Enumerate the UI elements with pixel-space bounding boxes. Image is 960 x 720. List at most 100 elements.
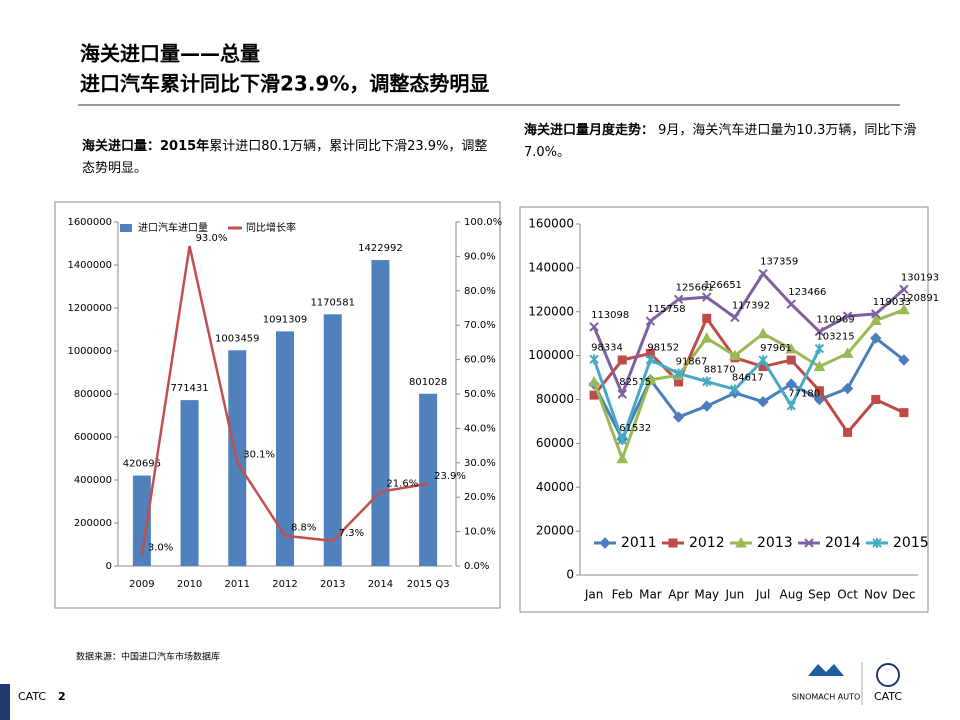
point (701, 400, 713, 412)
legend-label: 同比增长率 (246, 221, 296, 234)
data-label: 1003459 (215, 333, 260, 344)
legend-label: 2011 (621, 535, 657, 551)
y2-tick-label: 20.0% (464, 492, 496, 503)
legend-label: 进口汽车进口量 (138, 221, 208, 234)
y-tick-label: 80000 (536, 392, 574, 406)
data-label: 7.3% (339, 528, 364, 539)
point (645, 316, 656, 326)
data-label: 420696 (123, 459, 161, 470)
point (673, 368, 684, 379)
y-tick-label: 0 (106, 561, 112, 572)
point (758, 355, 768, 366)
point (617, 355, 627, 365)
data-label: 77180 (788, 389, 820, 400)
point (599, 537, 611, 549)
x-tick-label: Jan (584, 588, 604, 602)
point (871, 309, 881, 319)
x-tick-label: May (694, 588, 719, 602)
point (757, 395, 769, 408)
x-tick-label: Apr (668, 588, 689, 602)
y-tick-label: 1200000 (67, 303, 112, 314)
x-tick-label: Jun (725, 588, 745, 602)
series-line (592, 308, 905, 464)
point (673, 294, 684, 305)
data-label: 130193 (901, 272, 939, 283)
y2-tick-label: 80.0% (464, 286, 496, 297)
bar (419, 393, 438, 566)
y-tick-label: 1600000 (67, 217, 112, 228)
x-tick-label: Dec (892, 588, 915, 602)
point (813, 360, 826, 372)
bar (276, 331, 294, 566)
legend-label: 2013 (757, 535, 793, 551)
x-tick-label: 2013 (320, 579, 345, 590)
bar (371, 260, 390, 566)
footer-page: 2 (58, 690, 66, 703)
logo-icon (876, 663, 900, 687)
data-label: 21.6% (386, 479, 418, 490)
point (870, 332, 882, 344)
data-label: 1170581 (310, 297, 355, 308)
data-label: 120891 (901, 293, 939, 304)
data-label: 97961 (760, 343, 792, 354)
data-label: 115758 (647, 304, 685, 315)
point (616, 452, 629, 464)
data-label: 125661 (676, 282, 714, 293)
note-text: 9月，海关汽车进口量为10.3万辆，同比下滑7.0%。 (524, 123, 917, 160)
logo-text: CATC (874, 690, 902, 703)
data-label: 110969 (816, 315, 854, 326)
data-label: 126651 (704, 280, 742, 291)
point (841, 347, 854, 358)
x-tick-label: Aug (780, 588, 803, 602)
logo-text: SINOMACH AUTO (792, 693, 861, 702)
footer-bar (0, 684, 10, 720)
point (898, 354, 910, 366)
x-tick-label: Mar (639, 588, 662, 602)
point (898, 303, 910, 315)
rate-line (140, 245, 429, 556)
series-line (592, 315, 905, 435)
y-tick-label: 600000 (74, 432, 112, 443)
y-tick-label: 20000 (536, 524, 574, 538)
note-bold: 海关进口量：2015年 (82, 139, 210, 154)
y-tick-label: 200000 (74, 518, 112, 529)
y-tick-label: 100000 (528, 348, 574, 362)
source: 数据来源：中国进口汽车市场数据库 (76, 651, 220, 663)
legend-label: 2015 (893, 535, 929, 551)
point (700, 332, 713, 343)
data-label: 93.0% (196, 233, 228, 244)
y2-tick-label: 90.0% (464, 251, 496, 262)
data-label: 113098 (591, 310, 629, 321)
y-tick-label: 40000 (536, 480, 574, 494)
data-label: 91867 (676, 356, 708, 367)
point (785, 343, 798, 354)
point (644, 373, 657, 385)
footer-org: CATC (18, 690, 46, 703)
x-tick-label: 2012 (272, 579, 297, 590)
point (843, 427, 853, 437)
point (702, 292, 712, 302)
data-label: 61532 (619, 423, 651, 434)
data-label: 88170 (704, 365, 736, 376)
x-tick-label: Oct (837, 588, 858, 602)
x-tick-label: 2015 Q3 (407, 579, 450, 590)
point (702, 313, 712, 323)
logo-icon (808, 664, 844, 676)
title-line: 海关进口量——总量 (80, 42, 260, 66)
point (814, 343, 825, 354)
point (702, 376, 712, 387)
y-tick-label: 0 (566, 568, 574, 582)
point (730, 312, 740, 323)
point (645, 354, 656, 365)
y2-tick-label: 10.0% (464, 527, 496, 538)
point (589, 354, 599, 365)
point (842, 311, 853, 321)
data-label: 30.1% (243, 449, 275, 460)
x-tick-label: 2009 (129, 579, 154, 590)
point (814, 326, 825, 337)
x-tick-label: Sep (808, 588, 831, 602)
data-label: 123466 (788, 287, 826, 298)
point (617, 389, 627, 399)
y2-tick-label: 0.0% (464, 561, 489, 572)
point (617, 435, 627, 446)
